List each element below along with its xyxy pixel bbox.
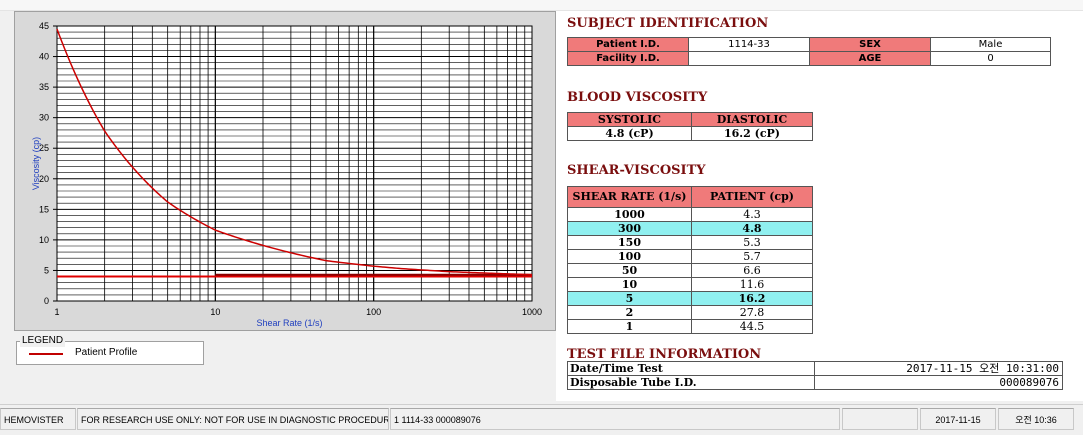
patient-cell: 5.3 — [691, 235, 813, 250]
shear-rate-cell: 5 — [567, 291, 692, 306]
shear-rate-cell: 1000 — [567, 207, 692, 222]
shear-rate-cell: 10 — [567, 277, 692, 292]
shear-viscosity-title: SHEAR-VISCOSITY — [567, 163, 706, 178]
x-tick-label: 1 — [54, 307, 59, 317]
test-file-table: Date/Time Test 2017-11-15 오전 10:31:00 Di… — [567, 361, 1063, 390]
test-file-title: TEST FILE INFORMATION — [567, 347, 762, 362]
table-row-highlight: 5 16.2 — [567, 291, 813, 306]
y-tick-label: 10 — [39, 235, 49, 245]
subject-table: Patient I.D. 1114-33 SEX Male Facility I… — [567, 37, 1051, 66]
patient-cell: 16.2 — [691, 291, 813, 306]
plot-area — [56, 25, 533, 302]
facility-id-label: Facility I.D. — [567, 51, 689, 66]
y-tick-label: 0 — [44, 296, 49, 306]
y-axis-label: Viscosity (cp) — [31, 137, 41, 190]
date-time-label: Date/Time Test — [567, 361, 815, 376]
patient-cell: 44.5 — [691, 319, 813, 334]
series-line-patient-profile — [56, 28, 533, 276]
patient-cell: 4.8 — [691, 221, 813, 236]
shear-viscosity-table: SHEAR RATE (1/s) PATIENT (cp) 1000 4.3 30… — [567, 186, 813, 334]
shear-rate-cell: 1 — [567, 319, 692, 334]
table-row: 100 5.7 — [567, 249, 813, 264]
status-date: 2017-11-15 — [920, 408, 996, 430]
diastolic-label: DIASTOLIC — [691, 112, 813, 127]
tube-id-value: 000089076 — [814, 375, 1063, 390]
chart-svg: 0 5 10 15 20 25 30 35 40 45 1 10 100 1000 Shear Rate (… — [31, 21, 542, 328]
legend-series-label: Patient Profile — [75, 347, 138, 358]
table-row: 1 44.5 — [567, 319, 813, 334]
x-tick-label: 100 — [366, 307, 381, 317]
sex-label: SEX — [809, 37, 931, 52]
shear-rate-cell: 300 — [567, 221, 692, 236]
sex-value[interactable]: Male — [930, 37, 1051, 52]
y-tick-label: 45 — [39, 21, 49, 31]
facility-id-value[interactable] — [688, 51, 810, 66]
table-row: 1000 4.3 — [567, 207, 813, 222]
table-row-highlight: 300 4.8 — [567, 221, 813, 236]
shear-rate-cell: 100 — [567, 249, 692, 264]
blood-viscosity-title: BLOOD VISCOSITY — [567, 90, 708, 105]
patient-cell: 11.6 — [691, 277, 813, 292]
y-tick-label: 35 — [39, 82, 49, 92]
status-time: 오전 10:36 — [998, 408, 1074, 430]
tube-id-label: Disposable Tube I.D. — [567, 375, 815, 390]
legend-line-swatch — [29, 353, 63, 355]
subject-title: SUBJECT IDENTIFICATION — [567, 16, 769, 31]
patient-cell: 27.8 — [691, 305, 813, 320]
y-tick-label: 20 — [39, 174, 49, 184]
y-tick-label: 25 — [39, 143, 49, 153]
y-tick-label: 5 — [44, 265, 49, 275]
shear-rate-cell: 50 — [567, 263, 692, 278]
systolic-value: 4.8 (cP) — [567, 126, 692, 141]
viscosity-chart: 0 5 10 15 20 25 30 35 40 45 1 10 100 1000 Shear Rate (… — [14, 11, 556, 331]
status-record: 1 1114-33 000089076 — [390, 408, 840, 430]
date-time-value: 2017-11-15 오전 10:31:00 — [814, 361, 1063, 376]
results-panel: SUBJECT IDENTIFICATION Patient I.D. 1114… — [556, 11, 1083, 401]
patient-cell: 5.7 — [691, 249, 813, 264]
y-tick-label: 15 — [39, 204, 49, 214]
shear-rate-cell: 150 — [567, 235, 692, 250]
diastolic-value: 16.2 (cP) — [691, 126, 813, 141]
shear-rate-cell: 2 — [567, 305, 692, 320]
col-patient: PATIENT (cp) — [691, 186, 813, 208]
top-strip — [0, 0, 1083, 11]
age-label: AGE — [809, 51, 931, 66]
patient-id-label: Patient I.D. — [567, 37, 689, 52]
patient-cell: 4.3 — [691, 207, 813, 222]
table-row: 50 6.6 — [567, 263, 813, 278]
y-tick-label: 30 — [39, 113, 49, 123]
x-tick-label: 1000 — [522, 307, 542, 317]
status-notice: FOR RESEARCH USE ONLY: NOT FOR USE IN DI… — [77, 408, 389, 430]
blood-viscosity-table: SYSTOLIC DIASTOLIC 4.8 (cP) 16.2 (cP) — [567, 112, 813, 141]
y-tick-label: 40 — [39, 52, 49, 62]
table-row: 10 11.6 — [567, 277, 813, 292]
patient-id-value[interactable]: 1114-33 — [688, 37, 810, 52]
legend-title: LEGEND — [20, 335, 66, 347]
x-axis-label: Shear Rate (1/s) — [256, 318, 322, 328]
patient-cell: 6.6 — [691, 263, 813, 278]
col-shear-rate: SHEAR RATE (1/s) — [567, 186, 692, 208]
age-value[interactable]: 0 — [930, 51, 1051, 66]
systolic-label: SYSTOLIC — [567, 112, 692, 127]
status-app: HEMOVISTER — [0, 408, 76, 430]
x-tick-label: 10 — [210, 307, 220, 317]
table-row: 2 27.8 — [567, 305, 813, 320]
table-row: 150 5.3 — [567, 235, 813, 250]
status-empty — [842, 408, 918, 430]
status-bar: HEMOVISTER FOR RESEARCH USE ONLY: NOT FO… — [0, 404, 1083, 435]
